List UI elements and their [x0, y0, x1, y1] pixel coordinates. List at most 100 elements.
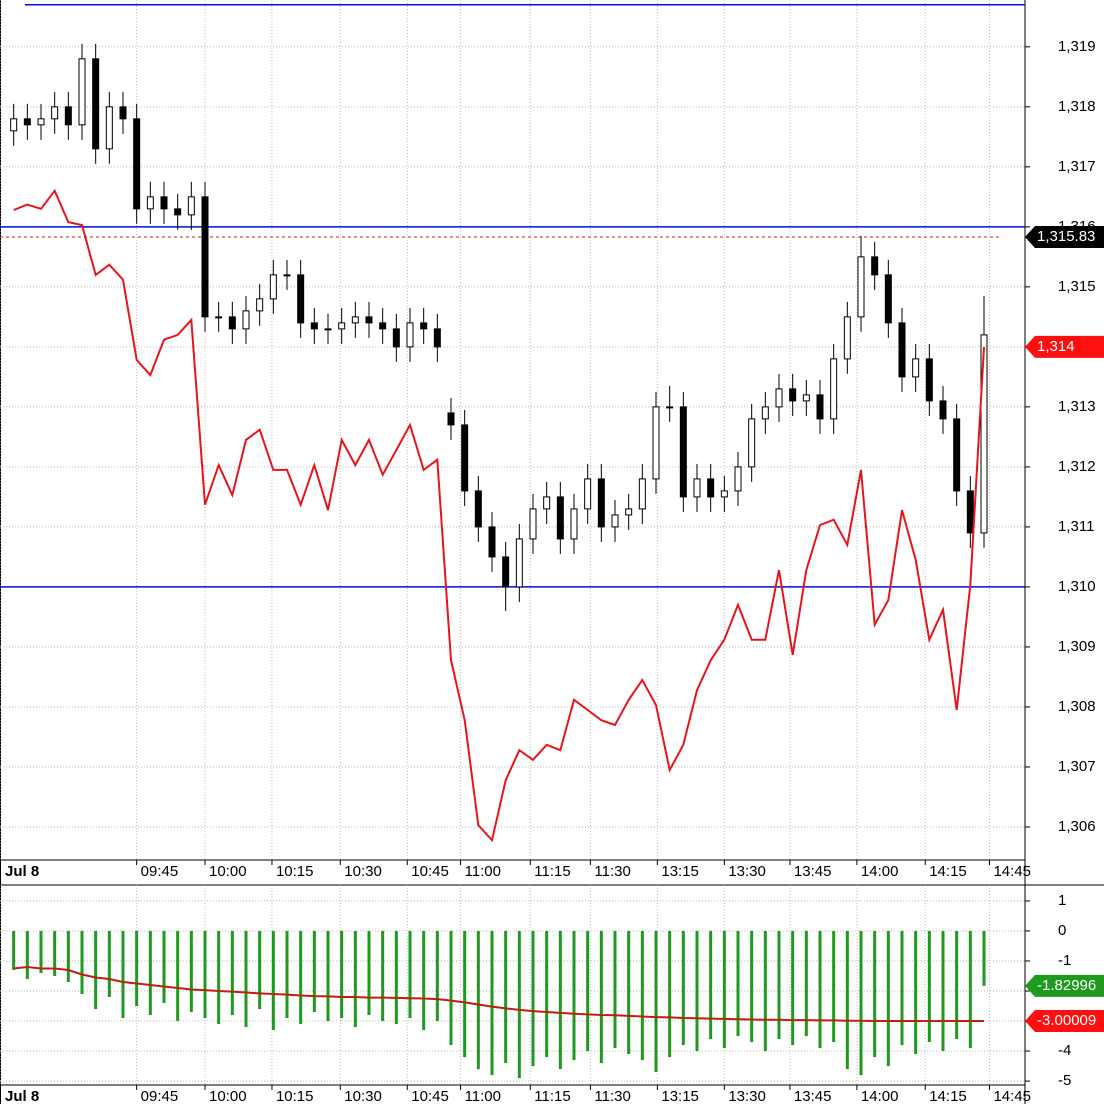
x-tick-label: 10:30 [344, 1088, 382, 1104]
bar [80, 930, 84, 995]
bar [572, 930, 576, 1061]
candle-body [529, 508, 537, 540]
bar [353, 930, 357, 1028]
candle-body [187, 196, 195, 216]
candle-body [461, 424, 469, 492]
bar [312, 930, 316, 1013]
x-tick-label: 10:00 [209, 1088, 247, 1104]
y-tick-label: 1,306 [1058, 818, 1096, 835]
bar [340, 930, 344, 1019]
candle-body [228, 316, 236, 330]
x-tick-label: 14:00 [861, 863, 899, 880]
candle-body [734, 466, 742, 492]
bar [162, 930, 166, 1004]
candle-body [789, 388, 797, 402]
x-tick-label: 14:15 [929, 1088, 967, 1104]
bar [545, 930, 549, 1058]
candle-body [447, 412, 455, 426]
candle-body [379, 322, 387, 330]
bar [476, 930, 480, 1070]
x-tick-label: 11:30 [594, 863, 630, 880]
bar [244, 930, 248, 1028]
bar [818, 930, 822, 1049]
price-tag-label: 1,314 [1037, 338, 1075, 355]
bar [217, 930, 221, 1025]
bar [558, 930, 562, 1070]
candle-body [843, 316, 851, 360]
x-tick-label: 10:30 [344, 863, 382, 880]
bar [586, 930, 590, 1052]
bar [463, 930, 467, 1058]
y-tick-label: 1,309 [1058, 638, 1096, 655]
bar [681, 930, 685, 1046]
bar [845, 930, 849, 1070]
x-tick-label: 09:45 [141, 1088, 179, 1104]
candle-body [119, 106, 127, 120]
bar [627, 930, 631, 1055]
x-tick-label: 10:15 [276, 1088, 314, 1104]
bar [367, 930, 371, 1016]
bar [94, 930, 98, 1010]
candle-body [556, 496, 564, 540]
x-tick-label: 14:45 [993, 1088, 1031, 1104]
bar [722, 930, 726, 1049]
y-tick-label: 1,311 [1058, 518, 1094, 535]
bar [736, 930, 740, 1037]
x-tick-label: 09:45 [141, 863, 179, 880]
candle-body [256, 298, 264, 312]
bar [435, 930, 439, 1022]
price-tag [1025, 974, 1104, 997]
bar [25, 930, 29, 979]
line [13, 965, 984, 1022]
candle-body [871, 256, 879, 276]
candle-body [283, 274, 291, 277]
bar [381, 930, 385, 1022]
bar [654, 930, 658, 1073]
candle-body [92, 58, 100, 150]
candle-body [297, 274, 305, 324]
candle-body [570, 508, 578, 540]
bar [900, 930, 904, 1046]
candle-body [51, 106, 59, 120]
price-tag-label: -1.82996 [1037, 977, 1096, 994]
candle-body [64, 106, 72, 126]
x-tick-label: 10:45 [411, 1088, 449, 1104]
bar [695, 930, 699, 1052]
candle-body [160, 196, 168, 210]
price-tag [1025, 1010, 1104, 1033]
candle-body [679, 406, 687, 498]
candle-body [912, 358, 920, 378]
candle-body [433, 328, 441, 348]
candle-body [310, 322, 318, 330]
bar [53, 930, 57, 976]
candle-body [584, 478, 592, 510]
price-tag [1025, 335, 1104, 358]
candle-body [543, 496, 551, 510]
x-tick-label: 11:15 [534, 863, 570, 880]
candle-body [693, 478, 701, 498]
bar [408, 930, 412, 1019]
x-tick-label: 14:45 [993, 863, 1031, 880]
candle-body [23, 118, 31, 126]
bar [640, 930, 644, 1061]
bar [613, 930, 617, 1049]
bar [886, 930, 890, 1067]
x-tick-label: 13:45 [794, 1088, 832, 1104]
y-tick-label: 1,319 [1058, 38, 1096, 55]
candle-body [474, 490, 482, 528]
y-tick-label: -1 [1058, 952, 1071, 969]
bar [12, 930, 16, 970]
candle-body [925, 358, 933, 402]
x-tick-label: 13:45 [794, 863, 832, 880]
candle-body [707, 478, 715, 498]
candle-body [133, 118, 141, 210]
bar [121, 930, 125, 1019]
candle-body [174, 208, 182, 216]
x-tick-label: 10:00 [209, 863, 247, 880]
candle-body [515, 538, 523, 588]
candle-body [625, 508, 633, 516]
y-tick-label: 1,315 [1058, 278, 1096, 295]
candle-body [406, 322, 414, 348]
